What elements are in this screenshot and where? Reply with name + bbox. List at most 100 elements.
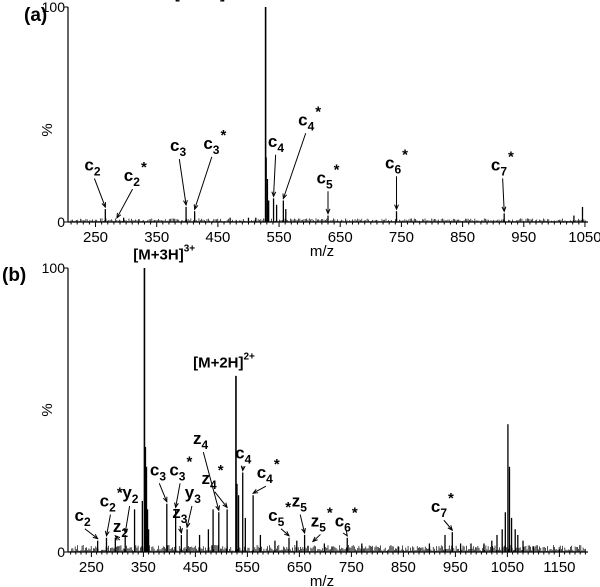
- x-tick-label: 1150: [543, 559, 575, 576]
- annotation-arrowhead: [183, 199, 188, 207]
- x-tick-label: 1050: [491, 559, 524, 576]
- x-tick-label: 350: [131, 559, 156, 576]
- peak-annotation: [M+2H]2+: [175, 0, 237, 2]
- peak-annotation: c6*: [385, 146, 408, 176]
- annotation-arrow: [280, 528, 290, 537]
- panel-label: (b): [2, 265, 26, 286]
- x-tick-label: 950: [443, 559, 468, 576]
- annotation-arrow: [312, 534, 321, 542]
- peak-annotation: c3: [170, 136, 186, 159]
- x-tick-label: 850: [450, 229, 475, 246]
- annotation-arrowhead: [301, 527, 306, 535]
- x-tick-label: 650: [328, 229, 353, 246]
- x-tick-label: 450: [205, 229, 230, 246]
- annotation-arrowhead: [104, 530, 110, 538]
- annotation-arrowhead: [178, 527, 183, 535]
- x-tick-label: 450: [183, 559, 208, 576]
- annotation-arrow: [502, 178, 505, 212]
- annotation-arrowhead: [325, 208, 331, 215]
- peak-annotation: c4: [268, 132, 284, 155]
- x-tick-label: 350: [144, 229, 169, 246]
- annotation-arrow: [158, 483, 168, 502]
- peak-annotation: c6*: [335, 504, 358, 534]
- y-tick-label: 0: [57, 214, 65, 230]
- y-axis-label: %: [39, 403, 56, 416]
- annotation-arrow: [178, 158, 187, 206]
- x-tick-label: 750: [339, 559, 364, 576]
- y-tick-label: 0: [57, 544, 65, 560]
- annotation-arrowhead: [282, 193, 288, 200]
- annotation-arrow: [282, 133, 307, 199]
- annotation-arrowhead: [240, 465, 246, 472]
- peak-annotation: c4: [235, 443, 251, 466]
- peak-annotation: z4: [193, 429, 209, 452]
- peak-annotation: c2*: [100, 485, 123, 515]
- y-axis-label: %: [39, 123, 56, 136]
- peak-annotation: c7*: [491, 148, 514, 178]
- annotation-arrowhead: [114, 534, 121, 541]
- peak-annotation: z3: [172, 503, 188, 526]
- annotation-arrowhead: [311, 536, 318, 543]
- annotation-arrow: [194, 156, 213, 210]
- x-tick-label: 250: [83, 229, 108, 246]
- annotation-arrow: [84, 528, 98, 540]
- annotation-arrow: [252, 485, 267, 494]
- annotation-arrowhead: [447, 525, 454, 532]
- annotation-arrowhead: [101, 202, 106, 209]
- x-axis-label: m/z: [310, 573, 334, 587]
- x-tick-label: 250: [79, 559, 104, 576]
- peak-annotation: c4*: [257, 456, 280, 486]
- spectrum-panel-a: (a) 0 100% 250 350 450 550 650 750 850 950 1050 m/z […: [24, 0, 600, 260]
- annotation-arrowhead: [162, 496, 168, 503]
- x-tick-label: 950: [511, 229, 536, 246]
- panel-label: (a): [24, 5, 47, 26]
- annotation-arrow: [116, 188, 133, 219]
- annotation-arrow: [124, 505, 131, 534]
- x-tick-label: 550: [267, 229, 292, 246]
- annotation-arrowhead: [193, 204, 199, 211]
- annotation-arrowhead: [92, 534, 99, 540]
- peak-annotation: c2: [74, 506, 90, 529]
- peak-annotation: y3: [185, 483, 201, 506]
- x-tick-label: 850: [391, 559, 416, 576]
- annotation-arrowhead: [123, 527, 129, 535]
- annotation-arrowhead: [342, 530, 348, 537]
- peak-annotation: y2: [122, 483, 138, 506]
- annotation-arrowhead: [185, 522, 191, 529]
- y-tick-label: 100: [42, 260, 66, 276]
- peak-annotation: z5: [292, 492, 308, 515]
- annotation-arrow: [299, 514, 306, 534]
- annotation-arrowhead: [271, 191, 277, 198]
- annotation-arrow: [443, 519, 453, 531]
- annotation-arrowhead: [222, 502, 228, 509]
- annotation-arrowhead: [215, 505, 220, 512]
- peak-annotation: c3*: [169, 453, 192, 483]
- peak-annotation: c5*: [317, 161, 340, 191]
- annotation-arrow: [202, 451, 220, 511]
- x-tick-label: 650: [287, 559, 312, 576]
- peak-annotation: c5*: [268, 499, 291, 529]
- peak-annotation: c3*: [203, 127, 226, 157]
- x-tick-label: 550: [235, 559, 260, 576]
- spectrum-panel-b: (b) 0 100% 250 350 450 550 650 750 850 950 1050 1150…: [2, 243, 588, 587]
- annotation-arrow: [186, 505, 193, 528]
- peak-annotation: c2*: [124, 159, 147, 189]
- peak-annotation: z5*: [311, 504, 333, 534]
- peak-annotation: z4*: [202, 462, 224, 492]
- annotation-arrow: [175, 483, 181, 508]
- y-tick-label: 100: [42, 0, 66, 15]
- peak-annotation: c4*: [298, 103, 321, 133]
- annotation-arrow: [273, 154, 277, 197]
- peak-annotation: [M+3H]3+: [133, 243, 195, 263]
- x-tick-label: 750: [389, 229, 414, 246]
- x-axis-label: m/z: [310, 243, 334, 260]
- peak-annotation: c7*: [431, 490, 454, 520]
- x-tick-label: 1050: [568, 229, 600, 246]
- peak-annotation: c2: [84, 155, 100, 178]
- annotation-arrowhead: [501, 206, 507, 213]
- annotation-arrowhead: [116, 212, 122, 219]
- annotation-arrowhead: [394, 204, 399, 211]
- annotation-arrow: [105, 514, 111, 536]
- annotation-arrowhead: [284, 531, 290, 537]
